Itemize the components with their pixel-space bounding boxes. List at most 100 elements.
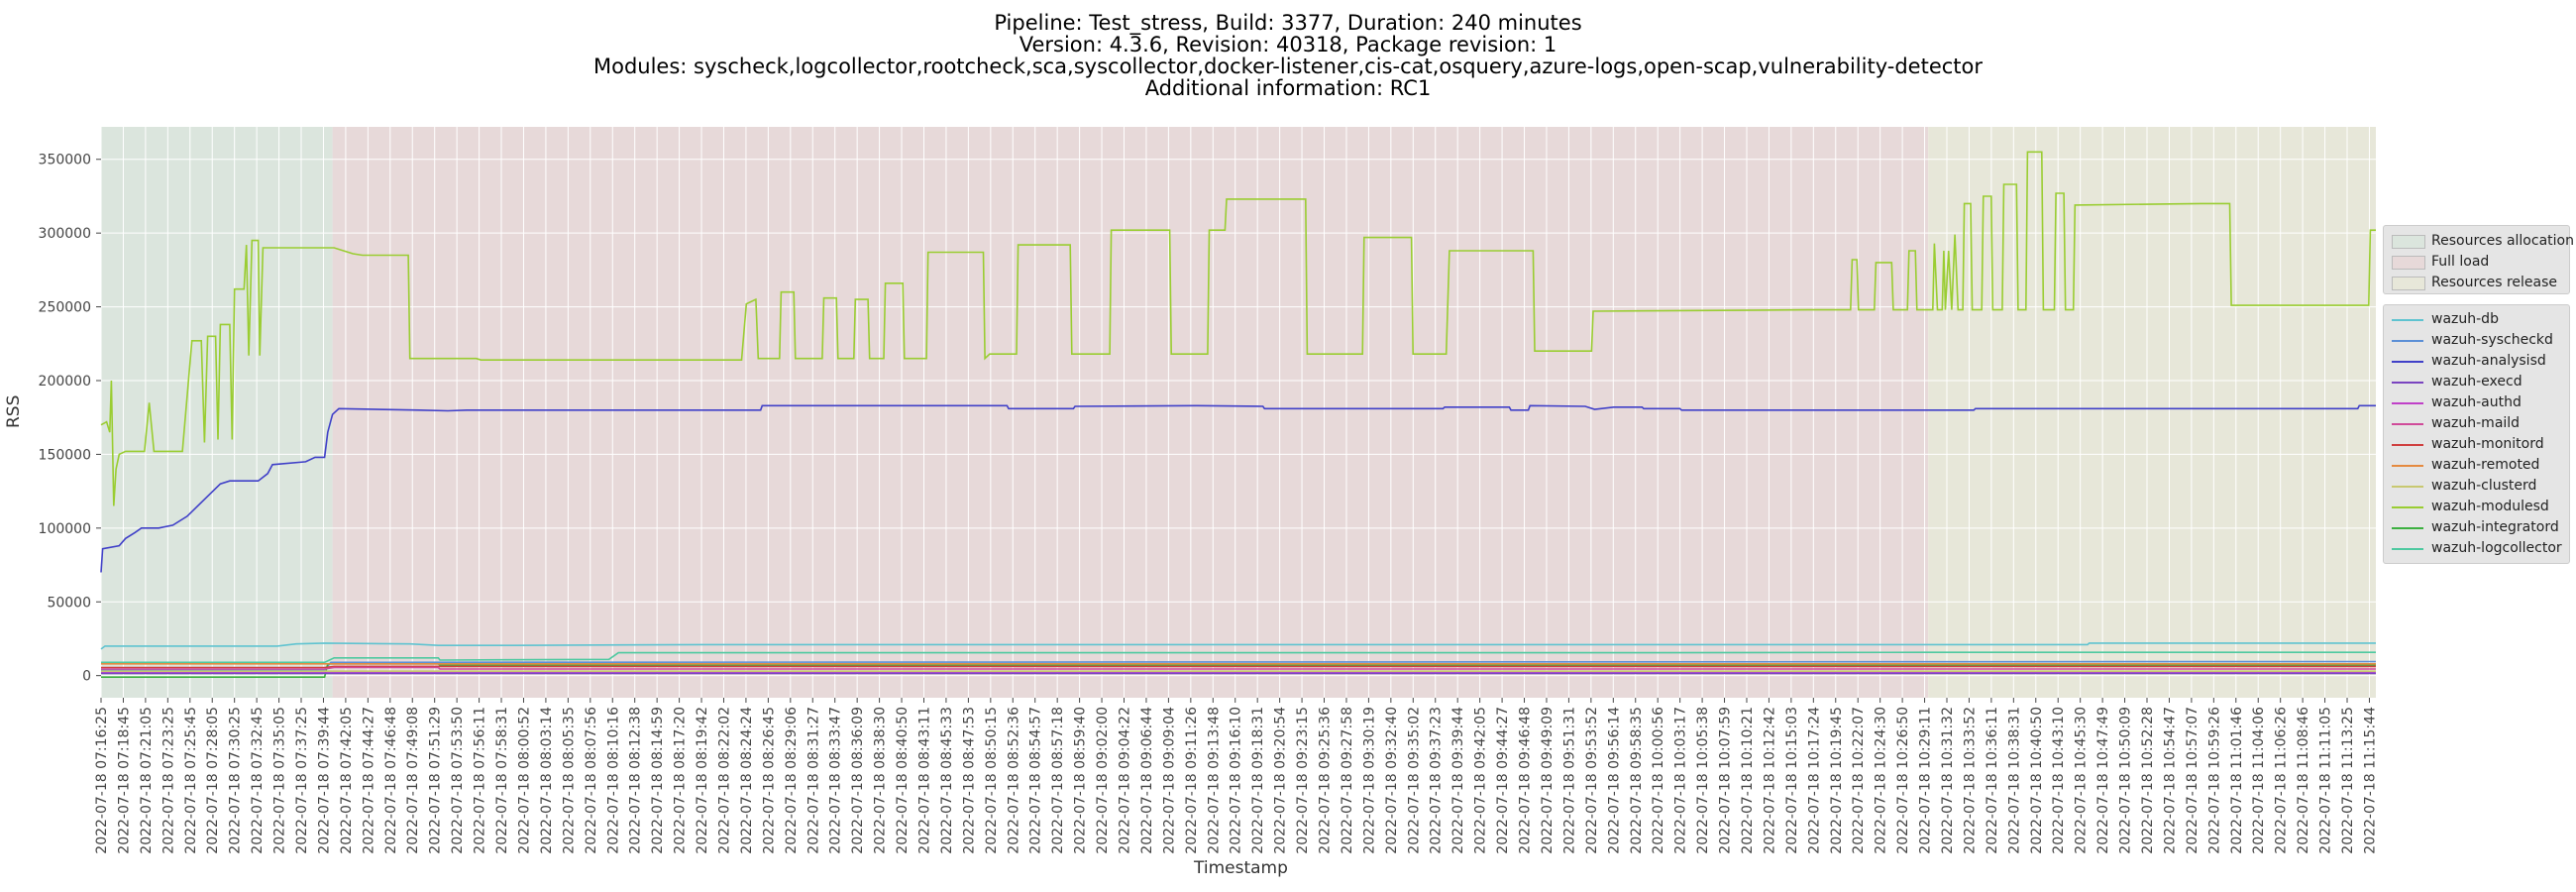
series-legend-label: wazuh-monitord bbox=[2431, 436, 2544, 452]
x-tick-label: 2022-07-18 09:37:23 bbox=[1429, 707, 1445, 854]
x-tick-label: 2022-07-18 09:32:40 bbox=[1384, 707, 1400, 854]
x-tick-label: 2022-07-18 07:30:25 bbox=[228, 707, 244, 854]
x-tick-label: 2022-07-18 08:59:40 bbox=[1073, 707, 1089, 854]
x-tick-label: 2022-07-18 10:52:28 bbox=[2140, 707, 2156, 854]
x-tick-label: 2022-07-18 10:07:59 bbox=[1718, 707, 1734, 854]
phase-legend: Resources allocation Full load Resources r… bbox=[2383, 225, 2574, 294]
x-tick-label: 2022-07-18 09:20:54 bbox=[1273, 707, 1289, 854]
series-legend-label: wazuh-syscheckd bbox=[2431, 332, 2553, 348]
x-tick-label: 2022-07-18 11:01:46 bbox=[2229, 707, 2245, 854]
x-tick-label: 2022-07-18 09:39:44 bbox=[1450, 707, 1466, 854]
x-tick-label: 2022-07-18 08:57:18 bbox=[1050, 707, 1066, 854]
x-tick-label: 2022-07-18 11:11:05 bbox=[2318, 707, 2334, 854]
x-tick-label: 2022-07-18 08:05:35 bbox=[561, 707, 577, 854]
x-tick-label: 2022-07-18 10:47:49 bbox=[2095, 707, 2111, 854]
series-line-wazuh-modulesd bbox=[100, 151, 2376, 506]
series-legend-label: wazuh-maild bbox=[2431, 415, 2521, 431]
x-tick-label: 2022-07-18 10:31:32 bbox=[1940, 707, 1956, 854]
x-tick-label: 2022-07-18 10:33:52 bbox=[1962, 707, 1978, 854]
x-tick-label: 2022-07-18 09:23:15 bbox=[1295, 707, 1311, 854]
x-tick-label: 2022-07-18 08:45:33 bbox=[939, 707, 955, 854]
x-tick-label: 2022-07-18 10:17:24 bbox=[1806, 707, 1822, 854]
phase-swatch bbox=[2392, 235, 2425, 249]
x-tick-label: 2022-07-18 11:04:06 bbox=[2251, 707, 2267, 854]
x-tick-label: 2022-07-18 10:50:09 bbox=[2118, 707, 2134, 854]
x-tick-label: 2022-07-18 08:40:50 bbox=[895, 707, 911, 854]
x-tick-label: 2022-07-18 10:12:42 bbox=[1762, 707, 1777, 854]
series-line-wazuh-logcollector bbox=[101, 651, 2376, 664]
x-tick-label: 2022-07-18 08:47:53 bbox=[961, 707, 977, 854]
x-tick-label: 2022-07-18 09:09:04 bbox=[1161, 707, 1177, 854]
x-tick-label: 2022-07-18 10:15:03 bbox=[1784, 707, 1800, 854]
x-tick-label: 2022-07-18 09:49:09 bbox=[1540, 707, 1556, 854]
x-tick-label: 2022-07-18 09:46:48 bbox=[1518, 707, 1534, 854]
x-tick-label: 2022-07-18 11:06:26 bbox=[2274, 707, 2290, 854]
series-swatch bbox=[2392, 340, 2423, 342]
phase-band-3 bbox=[1928, 127, 2376, 698]
x-tick-label: 2022-07-18 10:36:11 bbox=[1985, 707, 2000, 854]
series-legend: wazuh-db wazuh-syscheckd wazuh-analysisd wa… bbox=[2383, 304, 2570, 564]
x-tick-label: 2022-07-18 09:58:35 bbox=[1629, 707, 1645, 854]
x-tick-label: 2022-07-18 10:19:45 bbox=[1829, 707, 1845, 854]
y-tick-label: 300000 bbox=[39, 226, 91, 242]
x-tick-label: 2022-07-18 07:56:11 bbox=[473, 707, 488, 854]
series-swatch bbox=[2392, 382, 2423, 384]
x-tick-label: 2022-07-18 08:03:14 bbox=[539, 707, 555, 854]
series-swatch bbox=[2392, 527, 2423, 529]
x-tick-label: 2022-07-18 09:02:00 bbox=[1095, 707, 1111, 854]
x-tick-label: 2022-07-18 08:07:56 bbox=[584, 707, 599, 854]
series-legend-label: wazuh-logcollector bbox=[2431, 540, 2562, 556]
x-tick-label: 2022-07-18 07:23:25 bbox=[161, 707, 176, 854]
series-legend-label: wazuh-integratord bbox=[2431, 519, 2559, 535]
series-line-wazuh-db bbox=[100, 642, 2376, 650]
series-line-wazuh-maild bbox=[101, 666, 2376, 670]
chart-title-line-3: Modules: syscheck,logcollector,rootcheck… bbox=[592, 55, 1984, 78]
x-tick-label: 2022-07-18 09:35:02 bbox=[1406, 707, 1422, 854]
x-tick-label: 2022-07-18 08:29:06 bbox=[784, 707, 800, 854]
x-tick-label: 2022-07-18 07:44:27 bbox=[361, 707, 376, 854]
x-tick-label: 2022-07-18 08:00:52 bbox=[517, 707, 533, 854]
x-tick-label: 2022-07-18 10:24:30 bbox=[1874, 707, 1889, 854]
x-tick-label: 2022-07-18 09:13:48 bbox=[1206, 707, 1222, 854]
x-tick-label: 2022-07-18 08:26:45 bbox=[761, 707, 777, 854]
series-swatch bbox=[2392, 444, 2423, 446]
x-tick-label: 2022-07-18 10:59:26 bbox=[2206, 707, 2222, 854]
x-tick-label: 2022-07-18 07:32:45 bbox=[250, 707, 266, 854]
y-tick-label: 250000 bbox=[39, 300, 91, 316]
series-swatch bbox=[2392, 361, 2423, 363]
x-tick-label: 2022-07-18 07:18:45 bbox=[116, 707, 132, 854]
x-tick-label: 2022-07-18 07:42:05 bbox=[339, 707, 355, 854]
x-tick-label: 2022-07-18 09:44:27 bbox=[1495, 707, 1511, 854]
series-swatch bbox=[2392, 465, 2423, 467]
x-tick-label: 2022-07-18 11:08:46 bbox=[2296, 707, 2311, 854]
x-tick-label: 2022-07-18 08:54:57 bbox=[1028, 707, 1044, 854]
series-legend-label: wazuh-analysisd bbox=[2431, 353, 2546, 369]
x-tick-label: 2022-07-18 10:40:50 bbox=[2029, 707, 2045, 854]
y-tick-label: 200000 bbox=[39, 374, 91, 390]
x-tick-label: 2022-07-18 07:35:05 bbox=[272, 707, 288, 854]
x-tick-label: 2022-07-18 08:50:15 bbox=[984, 707, 1000, 854]
y-axis-label: RSS bbox=[4, 394, 24, 428]
y-tick-label: 50000 bbox=[47, 595, 91, 611]
x-tick-label: 2022-07-18 08:38:30 bbox=[873, 707, 889, 854]
y-tick-label: 100000 bbox=[39, 521, 91, 537]
x-tick-label: 2022-07-18 07:53:50 bbox=[450, 707, 466, 854]
chart-title-line-4: Additional information: RC1 bbox=[1144, 76, 1432, 100]
phase-legend-label: Full load bbox=[2431, 254, 2490, 270]
series-legend-label: wazuh-execd bbox=[2431, 374, 2522, 390]
phase-swatch bbox=[2392, 256, 2425, 270]
y-tick-label: 350000 bbox=[39, 153, 91, 168]
x-tick-label: 2022-07-18 09:04:22 bbox=[1118, 707, 1133, 854]
series-swatch bbox=[2392, 506, 2423, 508]
x-tick-label: 2022-07-18 07:49:08 bbox=[405, 707, 421, 854]
x-tick-label: 2022-07-18 08:12:38 bbox=[628, 707, 644, 854]
series-legend-label: wazuh-modulesd bbox=[2431, 499, 2549, 514]
series-legend-label: wazuh-authd bbox=[2431, 394, 2522, 410]
x-tick-label: 2022-07-18 10:57:07 bbox=[2185, 707, 2200, 854]
series-swatch bbox=[2392, 423, 2423, 425]
series-line-wazuh-analysisd bbox=[100, 404, 2376, 573]
x-tick-label: 2022-07-18 10:05:38 bbox=[1695, 707, 1711, 854]
x-axis-label: Timestamp bbox=[1194, 858, 1288, 878]
x-tick-label: 2022-07-18 10:43:10 bbox=[2051, 707, 2067, 854]
